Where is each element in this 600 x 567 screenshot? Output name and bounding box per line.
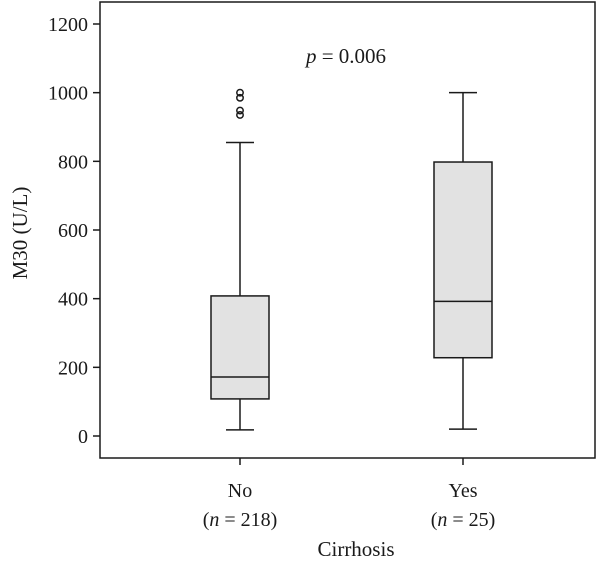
outlier-point — [236, 88, 244, 97]
y-axis: 0 200 400 600 800 1000 1200 — [48, 14, 100, 448]
sample-size-label: (n = 25) — [431, 509, 496, 531]
y-tick-label: 600 — [58, 220, 88, 242]
y-axis-title: M30 (U/L) — [8, 187, 32, 280]
y-tick-label: 1000 — [48, 83, 88, 105]
iqr-box — [210, 295, 270, 400]
y-tick-label: 400 — [58, 289, 88, 311]
outlier-point — [236, 111, 244, 119]
y-tick-label: 1200 — [48, 14, 88, 36]
y-tick-label: 200 — [58, 357, 88, 379]
x-axis-title: Cirrhosis — [317, 537, 394, 561]
x-tick-label: Yes — [448, 480, 477, 502]
outlier-point — [236, 93, 244, 102]
box-group-no — [210, 88, 270, 431]
x-axis: No (n = 218) Yes (n = 25) — [203, 458, 496, 531]
sample-size-label: (n = 218) — [203, 509, 278, 531]
x-tick-label: No — [228, 480, 252, 502]
y-tick-label: 800 — [58, 151, 88, 173]
plot-frame — [99, 1, 596, 459]
p-value-annotation: p = 0.006 — [304, 44, 386, 68]
outlier-point — [236, 106, 244, 115]
iqr-box — [433, 161, 493, 359]
box-group-yes — [433, 91, 493, 430]
y-tick-label: 0 — [78, 426, 88, 448]
box-series — [210, 88, 493, 431]
